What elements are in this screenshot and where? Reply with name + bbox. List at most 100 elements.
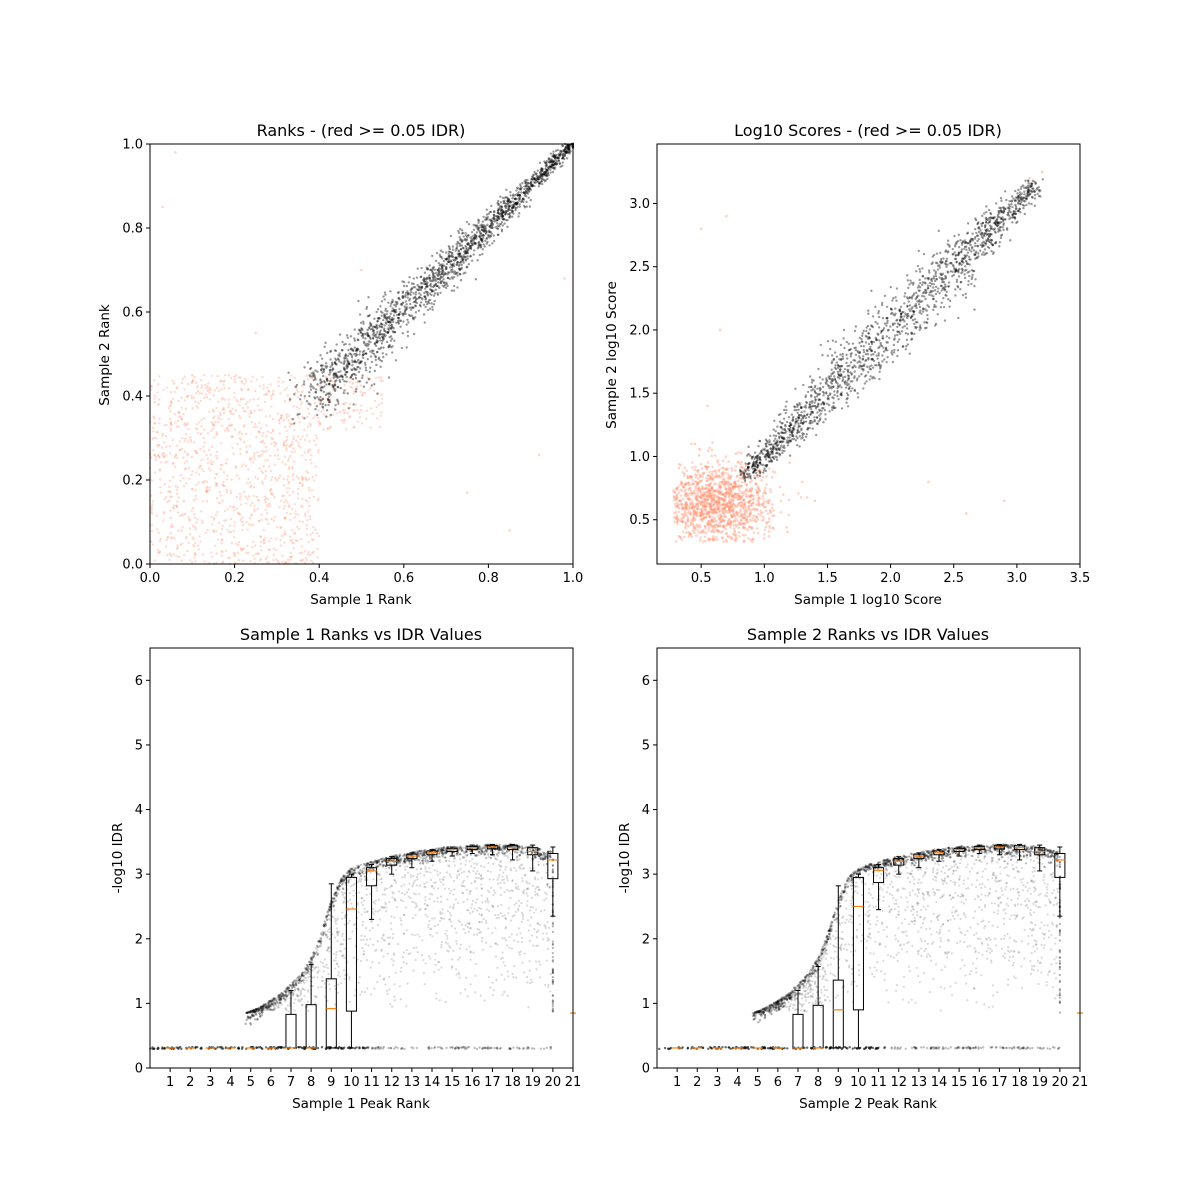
- scatter-point: [275, 442, 278, 446]
- scatter-point: [540, 169, 543, 173]
- scatter-point: [189, 436, 192, 439]
- scatter-point: [242, 559, 245, 563]
- scatter-point: [483, 228, 487, 231]
- scatter-point: [282, 501, 286, 504]
- scatter-point: [217, 501, 220, 504]
- scatter-point: [370, 384, 373, 387]
- scatter-point: [365, 307, 368, 310]
- scatter-point: [737, 487, 741, 491]
- scatter-point: [716, 514, 720, 517]
- scatter-point: [475, 231, 479, 234]
- scatter-point: [724, 498, 727, 502]
- scatter-point: [677, 534, 681, 538]
- scatter-point: [452, 270, 455, 273]
- scatter-point: [312, 439, 316, 442]
- scatter-point: [438, 266, 441, 270]
- scatter-point: [767, 534, 771, 538]
- scatter-point: [217, 389, 221, 392]
- scatter-point: [426, 267, 429, 270]
- scatter-point: [498, 225, 501, 228]
- scatter-point: [502, 211, 505, 214]
- scatter-point: [226, 528, 229, 532]
- scatter-point: [368, 326, 371, 329]
- scatter-point: [399, 303, 403, 306]
- scatter-point: [306, 518, 309, 522]
- scatter-point: [545, 168, 548, 172]
- scatter-point: [719, 485, 723, 489]
- scatter-point: [245, 451, 248, 454]
- scatter-point: [491, 242, 494, 245]
- scatter-point: [371, 412, 375, 415]
- scatter-point: [191, 379, 195, 382]
- scatter-point: [194, 494, 197, 498]
- scatter-point: [452, 284, 456, 288]
- scatter-point: [523, 180, 526, 183]
- scatter-point: [169, 427, 172, 430]
- scatter-point: [475, 226, 478, 229]
- scatter-point: [353, 360, 356, 363]
- scatter-point: [751, 516, 755, 520]
- scatter-point: [889, 325, 892, 328]
- scatter-point: [178, 514, 182, 517]
- scatter-point: [165, 545, 168, 548]
- scatter-point: [190, 455, 194, 459]
- scatter-point: [437, 285, 440, 288]
- scatter-point: [177, 529, 180, 532]
- scatter-point: [502, 201, 505, 205]
- scatter-point: [273, 495, 276, 499]
- scatter-point: [479, 233, 482, 236]
- scatter-point: [535, 180, 538, 184]
- scatter-point: [510, 211, 513, 214]
- scatter-point: [317, 398, 321, 401]
- scatter-point: [765, 474, 768, 478]
- scatter-point: [681, 485, 685, 489]
- scatter-point: [177, 496, 180, 499]
- scatter-point: [260, 408, 263, 412]
- scatter-point: [471, 235, 474, 238]
- scatter-point: [379, 411, 383, 414]
- scatter-point: [306, 407, 310, 411]
- scatter-point: [217, 421, 220, 424]
- scatter-point: [729, 483, 733, 486]
- scatter-point: [322, 408, 325, 412]
- scatter-point: [547, 160, 551, 164]
- scatter-point: [162, 519, 165, 522]
- scatter-point: [391, 318, 394, 322]
- scatter-point: [839, 353, 842, 356]
- scatter-point: [250, 523, 253, 526]
- scatter-point: [344, 373, 347, 376]
- scatter-point: [252, 540, 255, 544]
- scatter-point: [260, 513, 263, 516]
- scatter-point: [231, 435, 234, 438]
- scatter-point: [173, 456, 177, 459]
- scatter-point: [730, 508, 733, 511]
- scatter-point: [195, 404, 198, 408]
- scatter-point: [374, 354, 377, 358]
- scatter-point: [943, 319, 947, 322]
- scatter-point: [682, 497, 685, 501]
- scatter-point: [401, 331, 404, 335]
- scatter-point: [764, 509, 768, 512]
- scatter-point: [277, 561, 280, 564]
- scatter-point: [437, 271, 441, 275]
- scatter-point: [272, 558, 275, 562]
- scatter-point: [156, 548, 160, 552]
- scatter-point: [269, 469, 273, 473]
- scatter-point: [556, 157, 560, 160]
- scatter-point: [528, 182, 532, 185]
- scatter-point: [353, 390, 356, 393]
- scatter-point: [309, 424, 313, 427]
- scatter-point: [312, 495, 315, 499]
- scatter-point: [747, 537, 750, 540]
- scatter-point: [422, 303, 426, 307]
- scatter-point: [280, 526, 283, 529]
- scatter-point: [398, 298, 401, 301]
- scatter-point: [299, 482, 302, 485]
- scatter-point: [917, 249, 920, 253]
- scatter-point: [744, 495, 748, 499]
- scatter-point: [199, 432, 203, 436]
- scatter-point: [151, 529, 154, 533]
- scatter-point: [763, 528, 767, 532]
- scatter-point: [260, 440, 264, 443]
- scatter-point: [203, 373, 206, 377]
